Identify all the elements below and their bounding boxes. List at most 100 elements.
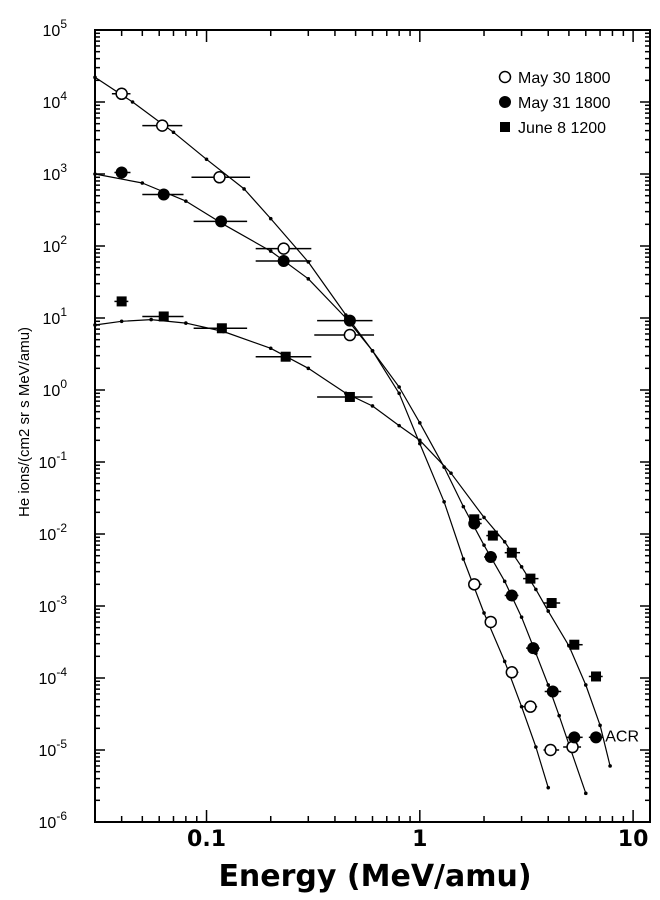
open-circle-marker xyxy=(468,578,481,591)
data-point xyxy=(523,700,538,713)
filled-circle-marker xyxy=(590,731,603,744)
filled-circle-marker xyxy=(527,642,540,655)
data-point xyxy=(567,731,583,744)
data-point xyxy=(468,578,482,591)
curve-node xyxy=(93,172,97,176)
curve-node xyxy=(546,785,551,790)
curve-node xyxy=(130,100,135,104)
curve-node xyxy=(268,249,273,253)
filled-square-marker xyxy=(591,671,602,682)
curve-node xyxy=(461,504,466,509)
curve-node xyxy=(268,216,273,221)
data-point xyxy=(486,530,499,541)
y-tick-base: 10 xyxy=(43,311,61,328)
data-point xyxy=(111,87,131,101)
data-point xyxy=(567,639,583,650)
filled-circle-marker xyxy=(568,731,581,744)
curve-node xyxy=(418,421,422,425)
curve-node xyxy=(482,515,486,520)
data-point xyxy=(255,254,312,267)
y-tick-label: 10-1 xyxy=(39,449,68,472)
fit-curves xyxy=(93,75,612,796)
x-tick-label: 0.1 xyxy=(187,827,226,852)
open-circle-marker xyxy=(277,242,290,255)
curve-node xyxy=(93,323,97,327)
y-tick-exponent: 5 xyxy=(60,17,67,31)
curve-node xyxy=(461,557,466,561)
curve-node xyxy=(204,157,209,162)
curve-node xyxy=(534,587,538,592)
curve-node xyxy=(598,723,602,728)
data-point xyxy=(314,328,375,342)
x-tick-label: 1 xyxy=(412,827,427,852)
filled-square-marker xyxy=(500,122,510,132)
data-point xyxy=(142,188,184,201)
open-circle-marker xyxy=(155,119,169,132)
y-tick-label: 105 xyxy=(43,17,68,40)
filled-circle-marker xyxy=(546,685,559,698)
data-point xyxy=(255,242,312,255)
curve-node xyxy=(608,764,612,768)
legend-entry: May 30 1800 xyxy=(498,70,611,87)
filled-circle-marker xyxy=(215,215,228,228)
filled-circle-marker xyxy=(277,254,290,267)
data-point xyxy=(544,685,562,698)
legend-entry: May 31 1800 xyxy=(499,95,611,112)
x-tick-label: 10 xyxy=(618,827,649,852)
curve-node xyxy=(482,611,486,615)
y-tick-exponent: -5 xyxy=(56,737,67,751)
curve-node xyxy=(184,199,188,203)
fit-curve-2 xyxy=(94,173,587,794)
curve-node xyxy=(418,438,422,443)
legend-label: May 30 1800 xyxy=(518,70,611,87)
y-tick-exponent: 1 xyxy=(60,305,67,319)
curve-node xyxy=(149,317,153,322)
data-point xyxy=(191,171,251,184)
open-circle-marker xyxy=(213,171,226,184)
data-point xyxy=(114,166,131,179)
data-point xyxy=(543,743,560,757)
data-point xyxy=(543,598,561,609)
curve-node xyxy=(370,349,375,353)
y-tick-exponent: -4 xyxy=(56,665,67,679)
curve-node xyxy=(397,423,401,428)
annotation-label: ACR xyxy=(605,728,639,745)
curve-node xyxy=(306,277,311,281)
data-point xyxy=(255,351,312,362)
y-tick-base: 10 xyxy=(43,23,61,40)
y-tick-base: 10 xyxy=(39,455,57,472)
open-circle-marker xyxy=(524,700,537,713)
curve-node xyxy=(502,539,507,544)
curve-node xyxy=(519,704,524,709)
curve-node xyxy=(583,683,588,687)
data-point xyxy=(484,550,497,563)
data-point xyxy=(526,642,540,655)
y-tick-base: 10 xyxy=(39,599,57,616)
curve-node xyxy=(442,500,446,504)
curve-node xyxy=(93,75,97,80)
filled-square-marker xyxy=(116,296,127,307)
filled-square-marker xyxy=(216,323,227,334)
data-point xyxy=(504,547,521,558)
filled-square-marker xyxy=(487,530,498,541)
curve-node xyxy=(534,745,538,749)
filled-circle-marker xyxy=(115,166,128,179)
y-tick-base: 10 xyxy=(43,167,61,184)
filled-square-marker xyxy=(525,573,536,584)
y-tick-exponent: 4 xyxy=(60,89,67,103)
filled-square-marker xyxy=(506,547,517,558)
filled-square-marker xyxy=(569,639,580,650)
y-tick-exponent: -3 xyxy=(56,593,67,607)
curve-node xyxy=(502,659,507,664)
data-point xyxy=(114,296,129,307)
filled-square-marker xyxy=(158,311,169,322)
curve-node xyxy=(449,471,453,475)
filled-square-marker xyxy=(344,391,355,402)
y-tick-exponent: 2 xyxy=(60,233,67,247)
x-axis-label: Energy (MeV/amu) xyxy=(218,859,531,894)
y-tick-label: 10-6 xyxy=(39,809,68,832)
open-circle-marker xyxy=(566,740,579,754)
axes: 10510410310210110010-110-210-310-410-510… xyxy=(39,17,651,852)
curve-node xyxy=(519,565,524,569)
